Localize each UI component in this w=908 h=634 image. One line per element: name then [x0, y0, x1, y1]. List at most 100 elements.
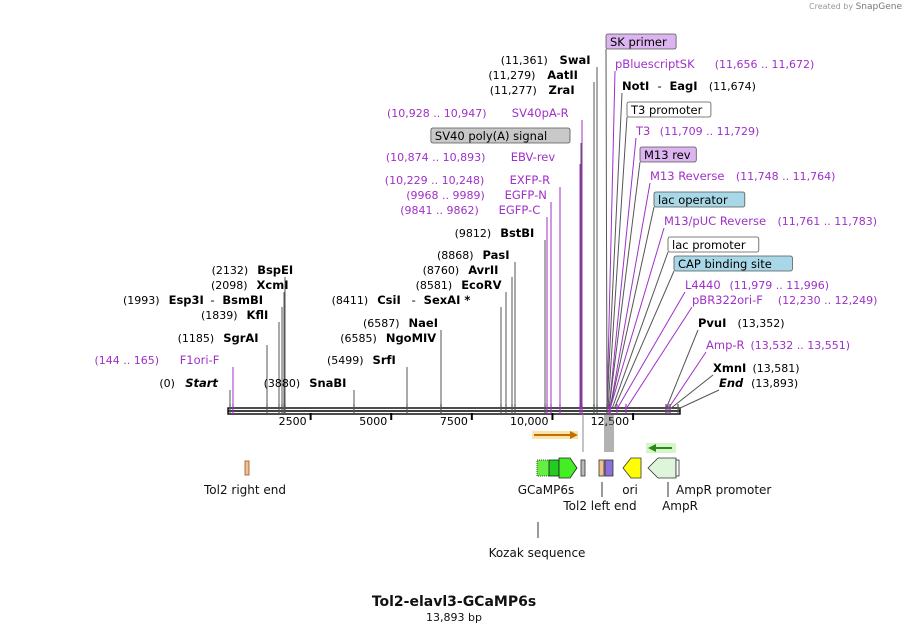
site-end[interactable]: End (13,893) — [719, 376, 798, 390]
feature-label-ampr-promoter[interactable]: AmpR promoter — [676, 483, 771, 497]
site-csii[interactable]: (8411) CsiI - SexAI * — [332, 293, 471, 307]
site-name[interactable]: SgrAI — [223, 331, 258, 345]
site-m13puc[interactable]: M13/pUC Reverse (11,761 .. 11,783) — [664, 214, 877, 228]
site-srfi[interactable]: (5499) SrfI — [327, 353, 396, 367]
site-ebvrev[interactable]: (10,874 .. 10,893) EBV-rev — [386, 150, 555, 164]
tol2-left-end-block[interactable] — [598, 459, 605, 477]
site-name[interactable]: EGFP-N — [505, 188, 547, 202]
feature-label-ampr[interactable]: AmpR — [662, 499, 698, 513]
feature-box-skprimer[interactable] — [605, 33, 677, 50]
site-name[interactable]: L4440 — [685, 278, 721, 292]
site-name[interactable]: CsiI — [377, 293, 401, 307]
site-name[interactable]: T3 — [635, 124, 650, 138]
tol2-right-end-block[interactable] — [244, 460, 250, 476]
site-bspei[interactable]: (2132) BspEI — [212, 263, 294, 277]
feature-label-tol2-right-end[interactable]: Tol2 right end — [203, 483, 286, 497]
site-naei[interactable]: (6587) NaeI — [363, 316, 438, 330]
site-esp3i[interactable]: (1993) Esp3I - BsmBI — [123, 293, 263, 307]
site-name[interactable]: NaeI — [409, 316, 438, 330]
site-name[interactable]: EXFP-R — [510, 173, 551, 187]
site-name[interactable]: SrfI — [373, 353, 396, 367]
site-name[interactable]: BstBI — [500, 226, 534, 240]
site-name[interactable]: AvrII — [468, 263, 498, 277]
site-bstbi[interactable]: (9812) BstBI — [455, 226, 535, 240]
site-zrai[interactable]: (11,277) ZraI — [490, 83, 575, 97]
feature-label-m13rev[interactable]: M13 rev — [644, 148, 691, 162]
site-pbluescript[interactable]: pBluescriptSK (11,656 .. 11,672) — [615, 57, 814, 71]
site-name[interactable]: Amp-R — [706, 338, 745, 352]
site-l4440[interactable]: L4440 (11,979 .. 11,996) — [685, 278, 829, 292]
feature-label-gcamp6s[interactable]: GCaMP6s — [518, 483, 575, 497]
feature-box-lacprom[interactable] — [667, 236, 760, 253]
feature-box-sv40pa[interactable] — [430, 127, 571, 144]
site-pasi[interactable]: (8868) PasI — [437, 248, 510, 262]
site-snabi[interactable]: (3880) SnaBI — [264, 376, 347, 390]
site-position: (9841 .. 9862) — [400, 204, 479, 217]
site-pvui[interactable]: PvuI (13,352) — [698, 316, 785, 330]
site-name[interactable]: NotI — [622, 79, 649, 93]
site-aatii[interactable]: (11,279) AatII — [488, 68, 578, 82]
site-name[interactable]: XcmI — [257, 278, 289, 292]
feature-label-cap[interactable]: CAP binding site — [678, 257, 772, 271]
ampr-promoter-block[interactable] — [675, 459, 680, 477]
feature-label-ori[interactable]: ori — [622, 483, 638, 497]
ampr-arrow[interactable] — [647, 457, 677, 479]
site-name[interactable]: BspEI — [257, 263, 293, 277]
site-name[interactable]: XmnI — [713, 361, 746, 375]
site-m13reverse[interactable]: M13 Reverse (11,748 .. 11,764) — [650, 169, 835, 183]
site-ngomiv[interactable]: (6585) NgoMIV — [340, 331, 436, 345]
site-ampr_p[interactable]: Amp-R (13,532 .. 13,551) — [706, 338, 850, 352]
site-name[interactable]: M13/pUC Reverse — [664, 214, 766, 228]
site-name[interactable]: Start — [185, 376, 218, 390]
site-name[interactable]: PasI — [483, 248, 510, 262]
site-name[interactable]: ZraI — [549, 83, 575, 97]
site-name[interactable]: SV40pA-R — [512, 106, 569, 120]
site-name[interactable]: SwaI — [560, 53, 591, 67]
site-name[interactable]: pBluescriptSK — [615, 57, 695, 71]
site-name[interactable]: PvuI — [698, 316, 726, 330]
feature-box-m13rev[interactable] — [639, 146, 697, 163]
site-noti[interactable]: NotI - EagI (11,674) — [622, 79, 756, 93]
feature-label-skprimer[interactable]: SK primer — [610, 35, 667, 49]
site-egfpc[interactable]: (9841 .. 9862) EGFP-C — [400, 203, 540, 217]
feature-box-cap[interactable] — [673, 255, 793, 272]
feature-label-kozak[interactable]: Kozak sequence — [489, 546, 586, 560]
feature-box-lacop[interactable] — [653, 191, 746, 208]
site-name[interactable]: F1ori-F — [180, 353, 220, 367]
feature-label-lacop[interactable]: lac operator — [658, 193, 728, 207]
site-name[interactable]: pBR322ori-F — [692, 293, 763, 307]
feature-box-t3prom[interactable] — [626, 101, 712, 118]
site-swai[interactable]: (11,361) SwaI — [501, 53, 591, 67]
site-ecorv[interactable]: (8581) EcoRV — [416, 278, 502, 292]
site-kfli[interactable]: (1839) KflI — [201, 308, 268, 322]
site-name[interactable]: SexAI * — [424, 293, 471, 307]
site-name[interactable]: EcoRV — [461, 278, 501, 292]
site-sv40par[interactable]: (10,928 .. 10,947) SV40pA-R — [387, 106, 569, 120]
site-name[interactable]: M13 Reverse — [650, 169, 724, 183]
site-xmni[interactable]: XmnI (13,581) — [713, 361, 800, 375]
feature-label-sv40pa[interactable]: SV40 poly(A) signal — [435, 129, 547, 143]
site-avrii[interactable]: (8760) AvrII — [423, 263, 499, 277]
site-name[interactable]: EGFP-C — [499, 203, 541, 217]
site-start[interactable]: (0) Start — [159, 376, 218, 390]
feature-label-t3prom[interactable]: T3 promoter — [630, 103, 703, 117]
feature-label-tol2-left-end[interactable]: Tol2 left end — [562, 499, 636, 513]
site-pbr322[interactable]: pBR322ori-F (12,230 .. 12,249) — [692, 293, 877, 307]
site-f1ori[interactable]: (144 .. 165) F1ori-F — [95, 353, 220, 367]
site-egfpn[interactable]: (9968 .. 9989) EGFP-N — [406, 188, 547, 202]
site-name[interactable]: KflI — [247, 308, 269, 322]
site-name[interactable]: EagI — [669, 79, 697, 93]
site-xcmi[interactable]: (2098) XcmI — [211, 278, 289, 292]
feature-label-lacprom[interactable]: lac promoter — [672, 238, 746, 252]
site-name[interactable]: Esp3I — [169, 293, 204, 307]
ori-arrow[interactable] — [622, 457, 642, 479]
site-name[interactable]: NgoMIV — [386, 331, 436, 345]
site-exfpr[interactable]: (10,229 .. 10,248) EXFP-R — [385, 173, 550, 187]
site-name[interactable]: EBV-rev — [511, 150, 556, 164]
site-name[interactable]: End — [719, 376, 744, 390]
site-sgrai[interactable]: (1185) SgrAI — [178, 331, 259, 345]
site-t3[interactable]: T3 (11,709 .. 11,729) — [635, 124, 759, 138]
site-name[interactable]: SnaBI — [309, 376, 346, 390]
site-name[interactable]: BsmBI — [222, 293, 263, 307]
site-name[interactable]: AatII — [547, 68, 578, 82]
